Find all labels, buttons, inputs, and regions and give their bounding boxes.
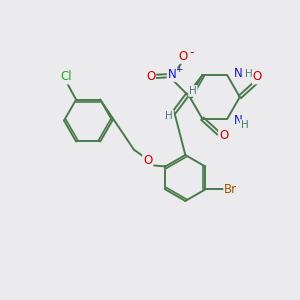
Text: H: H: [189, 86, 197, 96]
Text: H: H: [165, 111, 173, 121]
Text: H: H: [245, 69, 253, 79]
Text: H: H: [241, 120, 248, 130]
Text: +: +: [175, 64, 183, 74]
Text: Br: Br: [224, 183, 237, 196]
Text: O: O: [143, 154, 152, 167]
Text: -: -: [189, 46, 194, 59]
Text: O: O: [253, 70, 262, 83]
Text: O: O: [178, 50, 188, 63]
Text: Cl: Cl: [60, 70, 72, 83]
Text: O: O: [146, 70, 155, 83]
Text: N: N: [168, 68, 176, 81]
Text: O: O: [219, 129, 228, 142]
Text: N: N: [234, 114, 242, 127]
Text: N: N: [234, 68, 242, 80]
